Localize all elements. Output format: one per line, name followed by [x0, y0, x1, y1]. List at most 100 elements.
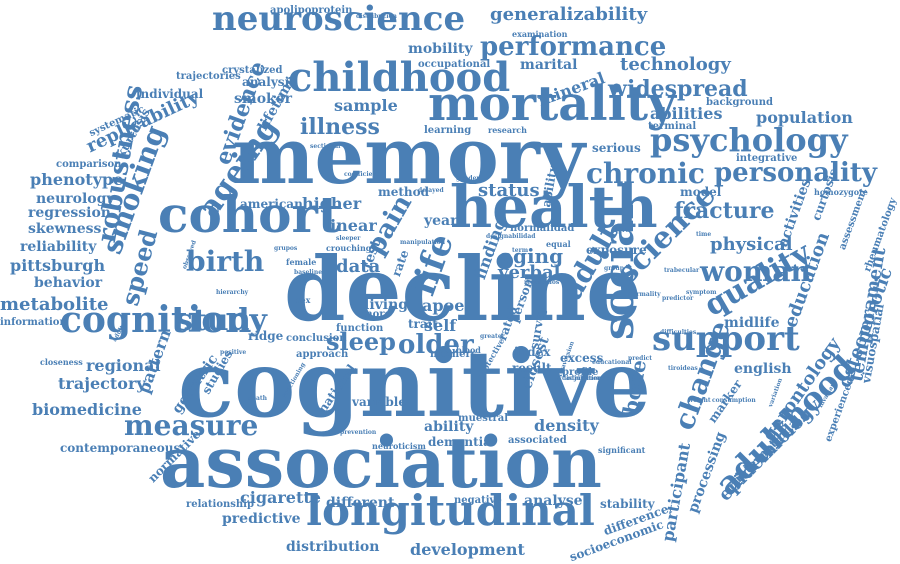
cloud-word: greater — [480, 333, 505, 340]
cloud-word: measure — [124, 409, 259, 442]
cloud-word: linear — [324, 216, 377, 235]
cloud-word: marital — [520, 57, 578, 73]
cloud-word: terminal — [648, 121, 697, 132]
cloud-word: comparison — [56, 159, 122, 170]
cloud-word: normalidad — [510, 223, 575, 234]
cloud-word: abilities — [650, 104, 723, 123]
cloud-word: cognitive — [178, 330, 651, 438]
cloud-word: integrative — [736, 153, 798, 164]
cloud-word: delayed — [418, 187, 444, 194]
cloud-word: contemporaneous — [60, 441, 181, 455]
cloud-word: midlife — [724, 315, 780, 331]
cloud-word: phenotype — [30, 170, 124, 189]
cloud-word: homozygote — [814, 187, 868, 197]
cloud-word: trait — [408, 317, 438, 331]
cloud-word: distributionced — [562, 375, 614, 382]
cloud-word: grupos — [274, 245, 298, 252]
cloud-word: trabecular — [664, 267, 700, 274]
cloud-word: decline — [284, 237, 642, 341]
cloud-word: manipulation — [400, 239, 446, 246]
cloud-word: mobility — [408, 41, 473, 57]
cloud-word: mortality — [428, 76, 676, 132]
cloud-word: adjustment — [566, 375, 605, 382]
cloud-word: chronic — [586, 157, 705, 190]
cloud-word: different — [326, 495, 395, 511]
cloud-word: assessment — [837, 187, 870, 252]
cloud-word: index — [514, 345, 551, 359]
cloud-word: trajectories — [176, 71, 241, 82]
cloud-word: distribution — [286, 539, 380, 555]
cloud-word: variable — [352, 395, 406, 409]
cloud-word: coefficient — [344, 171, 380, 178]
cloud-word: cohort — [158, 185, 341, 244]
cloud-word: significant — [598, 445, 646, 455]
cloud-word: group — [604, 265, 624, 272]
cloud-word: study — [176, 303, 267, 338]
cloud-word: technology — [620, 54, 731, 75]
cloud-word: consumption — [712, 397, 756, 404]
cloud-word: agree — [614, 227, 633, 234]
cloud-word: ridge — [248, 329, 284, 343]
cloud-word: excess — [560, 351, 604, 365]
cloud-word: equal — [546, 239, 571, 249]
cloud-word: term — [512, 247, 529, 254]
cloud-word: physical — [710, 234, 793, 255]
cloud-word: ability — [424, 419, 474, 435]
cloud-word: apoe — [422, 296, 465, 315]
cloud-word: analyse — [524, 493, 583, 509]
cloud-word: regional — [86, 356, 161, 375]
cloud-word: american — [240, 197, 303, 211]
cloud-word: illness — [300, 114, 380, 140]
cloud-word: trajectory — [58, 374, 146, 393]
cloud-word: muestral — [458, 413, 509, 424]
cloud-word: support — [652, 319, 800, 359]
cloud-word: learning — [424, 125, 472, 136]
cloud-word: normality — [628, 291, 661, 298]
cloud-word: more — [362, 309, 391, 320]
cloud-word: longitudinal — [306, 486, 595, 535]
cloud-word: symptom — [686, 289, 717, 296]
cloud-word: predictive — [222, 511, 301, 527]
cloud-word: higher — [302, 194, 362, 213]
cloud-word: reliability — [20, 239, 97, 255]
cloud-word: density — [534, 416, 599, 435]
cloud-word: personality — [714, 158, 878, 188]
cloud-word: crouching — [326, 243, 372, 253]
cloud-word: english — [734, 361, 792, 377]
cloud-word: regression — [28, 205, 111, 221]
cloud-word: predictor — [662, 295, 694, 302]
cloud-word: time — [696, 231, 712, 238]
cloud-word: neuroscience — [212, 0, 466, 39]
cloud-word: tiroideas — [668, 365, 698, 372]
cloud-word: childhood — [288, 54, 511, 101]
cloud-word: conclusion — [286, 333, 347, 344]
cloud-word: difficulties — [660, 329, 697, 336]
cloud-word: neurology — [36, 191, 115, 207]
cloud-word: relationship — [186, 499, 254, 510]
cloud-word: data — [336, 256, 381, 277]
cloud-word: exposure — [586, 243, 647, 257]
cloud-word: apolipoprotein — [270, 5, 353, 16]
cloud-word: health — [450, 173, 658, 241]
cloud-word: association — [160, 421, 602, 504]
cloud-word: behavior — [34, 275, 103, 291]
cloud-word: woman — [700, 255, 811, 288]
cloud-word: negative — [454, 495, 502, 506]
cloud-word: year — [424, 213, 458, 229]
cloud-word: function — [336, 323, 384, 334]
cloud-word: model — [680, 185, 722, 199]
cloud-word: sex — [296, 295, 311, 305]
cloud-word: baseline — [294, 269, 323, 276]
cloud-word: method — [378, 185, 429, 199]
cloud-word: psychology — [650, 121, 848, 159]
cloud-word: metabolite — [0, 294, 109, 315]
cloud-word: memory — [232, 111, 586, 202]
cloud-word: research — [488, 125, 527, 135]
cloud-word: verbal — [498, 262, 561, 283]
cloud-word: result — [512, 361, 552, 375]
cloud-word: neuroticism — [372, 441, 426, 451]
cloud-word: sleeper — [336, 235, 361, 242]
cloud-word: closeness — [40, 357, 83, 367]
cloud-word: hierarchy — [216, 289, 249, 296]
